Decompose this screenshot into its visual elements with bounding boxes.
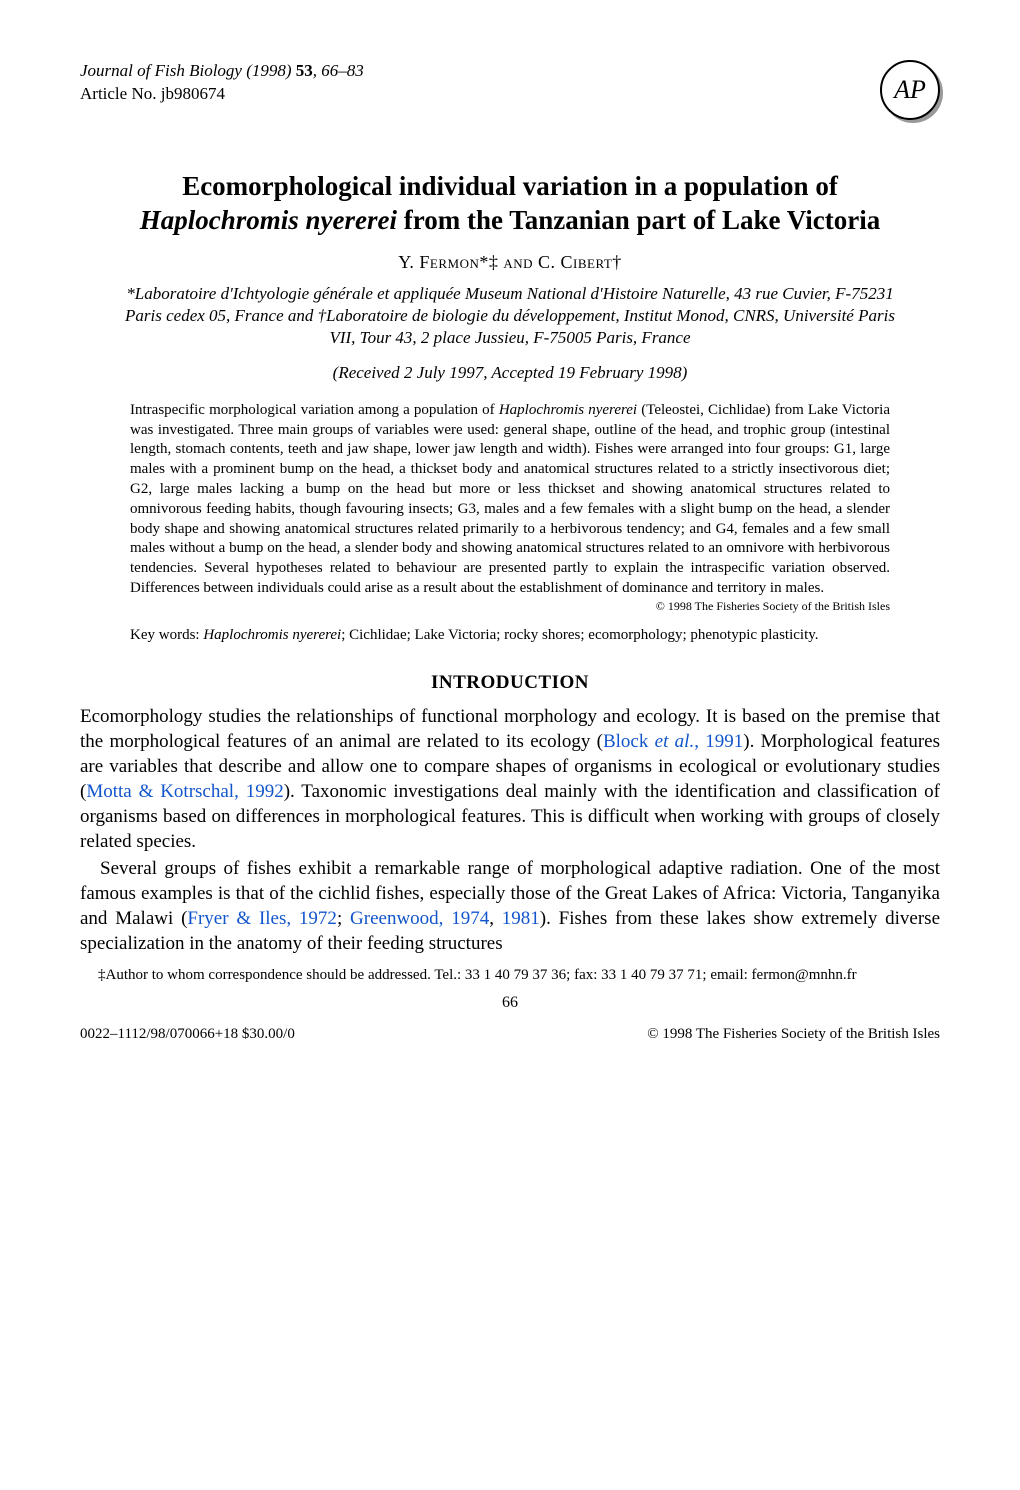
logo-text: AP: [894, 75, 926, 105]
received-dates: (Received 2 July 1997, Accepted 19 Febru…: [80, 363, 940, 383]
ref-greenwood-1981[interactable]: 1981: [502, 908, 540, 929]
abstract-body: (Teleostei, Cichlidae) from Lake Victori…: [130, 402, 890, 596]
footer-left: 0022–1112/98/070066+18 $30.00/0: [80, 1026, 295, 1043]
journal-pages: 66–83: [321, 61, 364, 80]
ref-fryer-1972[interactable]: Fryer & Iles, 1972: [187, 908, 337, 929]
keywords-species: Haplochromis nyererei: [203, 627, 341, 643]
ref-greenwood-1974[interactable]: Greenwood, 1974: [350, 908, 489, 929]
footer-right: © 1998 The Fisheries Society of the Brit…: [647, 1026, 940, 1043]
intro-paragraph-1: Ecomorphology studies the relationships …: [80, 704, 940, 854]
keywords: Key words: Haplochromis nyererei; Cichli…: [130, 627, 890, 644]
intro-paragraph-2: Several groups of fishes exhibit a remar…: [80, 856, 940, 956]
journal-info: Journal of Fish Biology (1998) 53, 66–83…: [80, 60, 364, 106]
publisher-logo: AP: [880, 60, 940, 120]
introduction-text: Ecomorphology studies the relationships …: [80, 704, 940, 957]
title-species: Haplochromis nyererei: [140, 205, 397, 235]
authors: Y. Fermon*‡ and C. Cibert†: [80, 252, 940, 273]
sep1: ;: [337, 908, 350, 929]
footer-row: 0022–1112/98/070066+18 $30.00/0 © 1998 T…: [80, 1026, 940, 1043]
keywords-label: Key words:: [130, 627, 203, 643]
journal-volume: 53: [296, 61, 313, 80]
journal-year: (1998): [246, 61, 291, 80]
abstract-pre: Intraspecific morphological variation am…: [130, 402, 499, 418]
header-row: Journal of Fish Biology (1998) 53, 66–83…: [80, 60, 940, 120]
sep2: ,: [489, 908, 502, 929]
article-number: Article No. jb980674: [80, 84, 225, 103]
ref-motta-1992[interactable]: Motta & Kotrschal, 1992: [86, 781, 283, 802]
abstract-copyright: © 1998 The Fisheries Society of the Brit…: [656, 599, 890, 615]
page-number: 66: [80, 994, 940, 1012]
article-title: Ecomorphological individual variation in…: [120, 170, 900, 238]
title-post: from the Tanzanian part of Lake Victoria: [397, 205, 880, 235]
abstract: Intraspecific morphological variation am…: [130, 401, 890, 615]
abstract-species: Haplochromis nyererei: [499, 402, 637, 418]
title-pre: Ecomorphological individual variation in…: [182, 171, 838, 201]
corresponding-author-footnote: ‡Author to whom correspondence should be…: [80, 966, 940, 986]
ref-block-1991[interactable]: Block et al., 1991: [603, 731, 743, 752]
journal-name: Journal of Fish Biology: [80, 61, 242, 80]
keywords-rest: ; Cichlidae; Lake Victoria; rocky shores…: [341, 627, 818, 643]
section-heading: INTRODUCTION: [80, 672, 940, 694]
affiliations: *Laboratoire d'Ichtyologie générale et a…: [110, 283, 910, 349]
